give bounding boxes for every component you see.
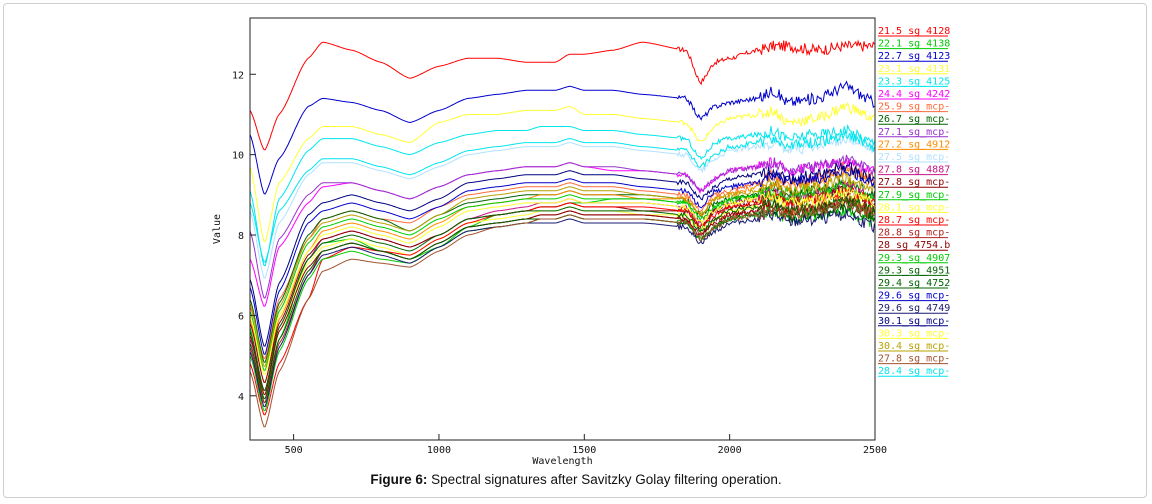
x-tick-label: 1500 [572, 445, 596, 456]
legend-entry: 28.1_sg_mcp- [878, 202, 950, 213]
legend-entry: 27.8_sg_mcp- [878, 177, 950, 188]
legend-entry: 29.6_sg_4749 [878, 303, 950, 314]
y-tick-label: 12 [232, 70, 244, 81]
legend-entry: 28_sg_4754.b [878, 240, 950, 251]
x-tick-label: 2000 [718, 445, 742, 456]
x-axis-label: Wavelength [532, 456, 592, 467]
legend-entry: 25.9_sg_mcp- [878, 102, 950, 113]
legend-entry: 23.1_sg_4131 [878, 64, 950, 75]
series-line [249, 80, 875, 195]
series-line [249, 101, 875, 243]
legend-entry: 30.3_sg_mcp- [878, 328, 950, 339]
y-tick-label: 10 [232, 151, 244, 162]
series-line [249, 196, 875, 428]
legend-entry: 22.1_sg_4138 [878, 39, 950, 50]
y-tick-label: 4 [238, 392, 244, 403]
legend-entry: 27.8_sg_4887 [878, 165, 950, 176]
series-line [249, 195, 875, 391]
legend-entry: 29.3_sg_4907 [878, 253, 950, 264]
series-line [249, 39, 875, 151]
series-line [249, 130, 875, 263]
legend-entry: 26.7_sg_mcp- [878, 114, 950, 125]
axis-ticks: 500 1000 1500 2000 2500 4 6 8 10 12 [232, 70, 887, 456]
legend-entry: 29.4_sg_4752 [878, 278, 950, 289]
series-line [249, 132, 875, 279]
y-tick-label: 8 [238, 231, 244, 242]
y-tick-label: 6 [238, 311, 244, 322]
x-tick-label: 500 [285, 445, 303, 456]
series-line [249, 173, 875, 367]
legend-entry: 24.4_sg_4242 [878, 89, 950, 100]
legend-entry: 23.3_sg_4125 [878, 76, 950, 87]
series-line [249, 123, 875, 267]
legend-entry: 30.1_sg_mcp- [878, 316, 950, 327]
x-tick-label: 2500 [863, 445, 887, 456]
legend-entry: 27.9_sg_mcp- [878, 190, 950, 201]
plot-border [249, 17, 876, 441]
legend-entry: 29.3_sg_4951 [878, 265, 950, 276]
series-lines [249, 39, 875, 428]
legend-entry: 28.8_sg_mcp- [878, 228, 950, 239]
series-line [249, 186, 875, 375]
legend-entry: 30.4_sg_mcp- [878, 341, 950, 352]
legend-entry: 22.7_sg_4123 [878, 51, 950, 62]
series-line [249, 167, 875, 383]
series-line [249, 165, 875, 355]
series-line [249, 162, 875, 347]
legend-entry: 27.2_sg_4912 [878, 139, 950, 150]
caption-text: Spectral signatures after Savitzky Golay… [431, 472, 782, 487]
legend-entry: 27.1_sg_mcp- [878, 127, 950, 138]
series-line [249, 154, 875, 299]
plot-area [249, 17, 876, 441]
y-axis-label: Value [212, 214, 223, 244]
legend-entry: 27.8_sg_mcp- [878, 354, 950, 365]
legend-entry: 27.5_sg_mcp- [878, 152, 950, 163]
legend-entry: 21.5_sg_4128 [878, 26, 950, 37]
series-line [249, 209, 875, 408]
legend-entry: 28.4_sg_mcp- [878, 366, 950, 377]
legend-entry: 28.7_sg_mcp- [878, 215, 950, 226]
series-line [249, 182, 875, 371]
caption-label: Figure 6: [370, 472, 428, 487]
figure-caption: Figure 6: Spectral signatures after Savi… [0, 472, 1152, 487]
x-tick-label: 1000 [427, 445, 451, 456]
legend-entry: 29.6_sg_mcp- [878, 291, 950, 302]
